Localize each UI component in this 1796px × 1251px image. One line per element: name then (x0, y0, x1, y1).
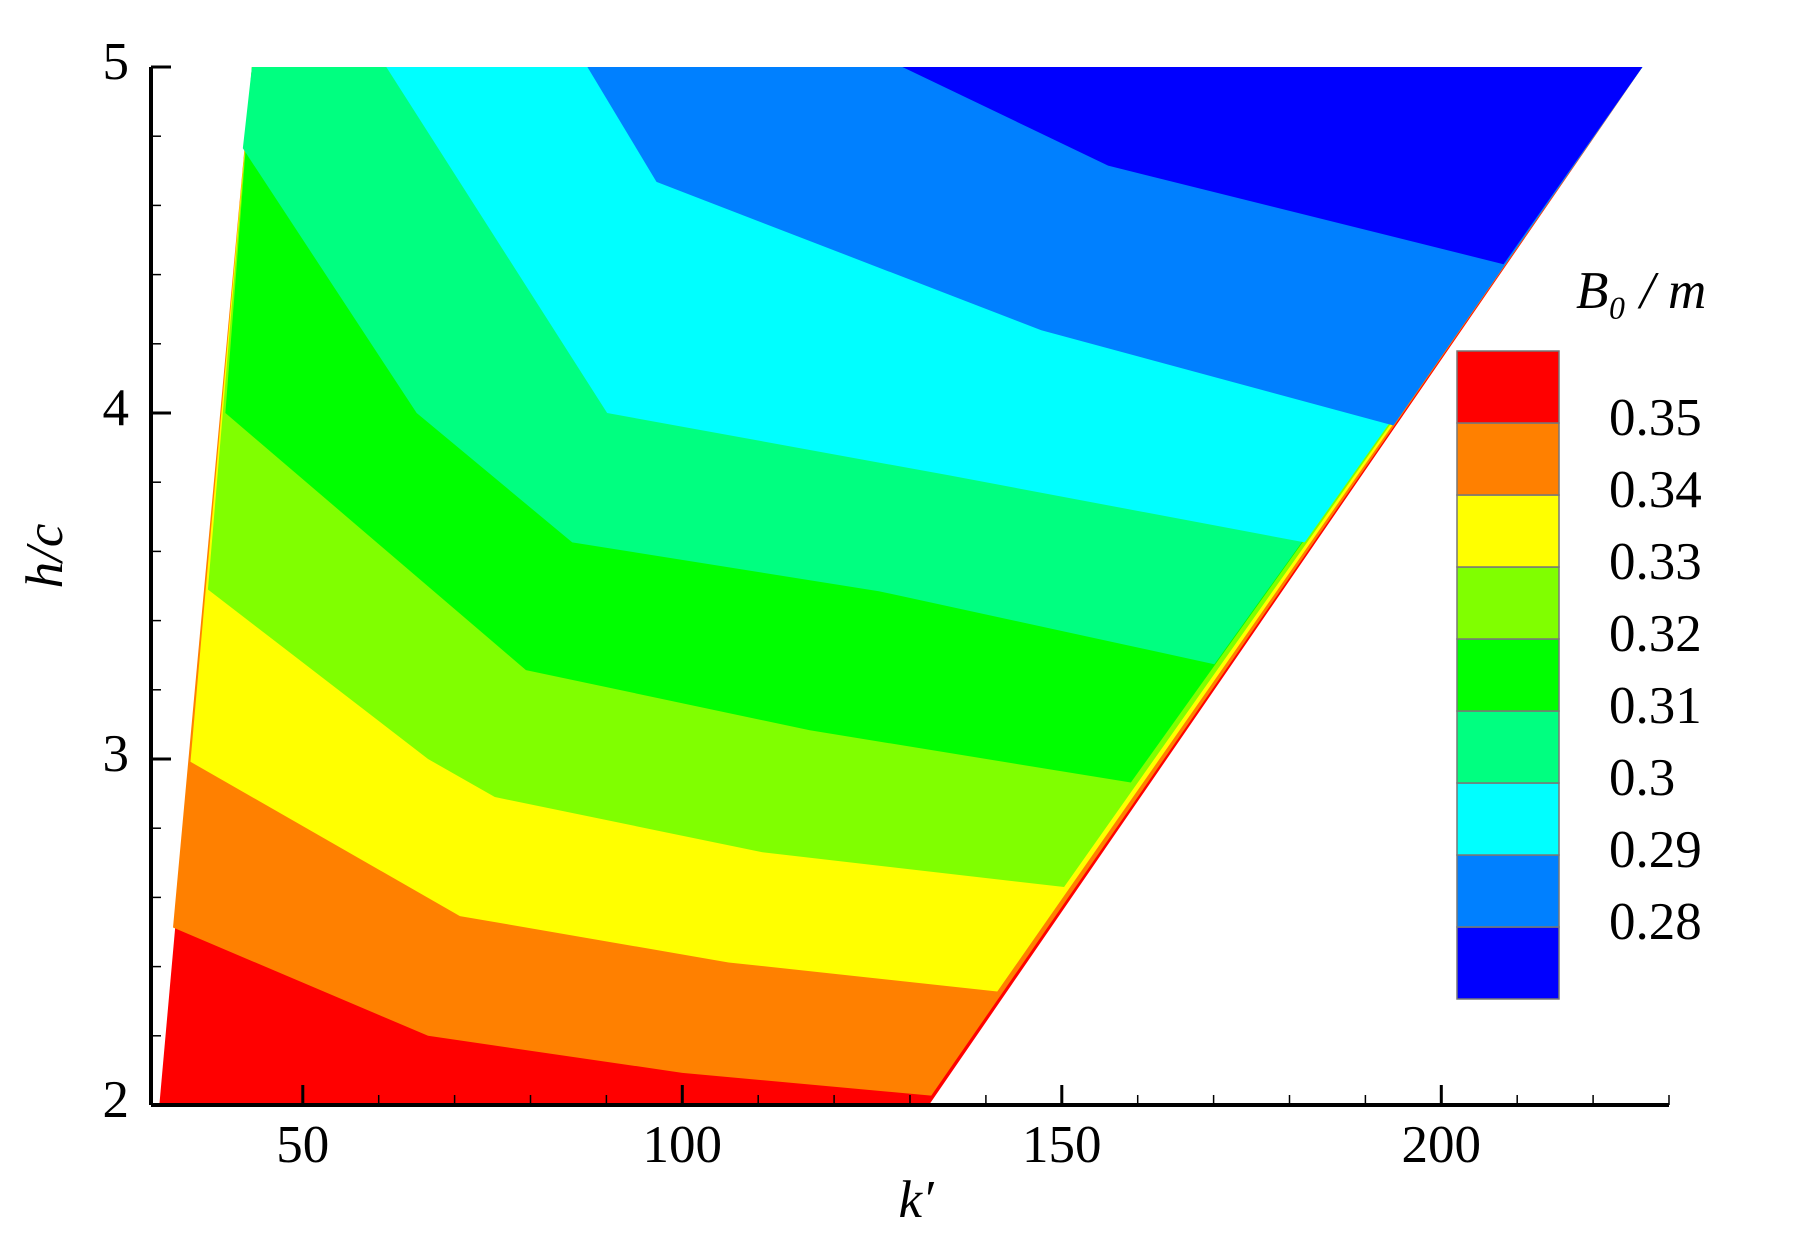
legend-label: 0.35 (1609, 389, 1702, 447)
x-tick-label: 50 (276, 1116, 329, 1174)
legend-swatch (1456, 710, 1560, 784)
legend-swatch (1456, 494, 1560, 568)
y-tick-label: 3 (103, 725, 130, 783)
y-tick-label: 5 (103, 33, 130, 91)
x-tick-label: 150 (1022, 1116, 1102, 1174)
legend-swatch (1456, 782, 1560, 856)
x-tick-label: 200 (1402, 1116, 1482, 1174)
legend-label: 0.33 (1609, 533, 1702, 591)
legend-label: 0.3 (1609, 749, 1675, 807)
x-axis-label: k′ (898, 1171, 935, 1229)
legend-swatch (1456, 566, 1560, 640)
legend-swatch (1456, 638, 1560, 712)
legend-label: 0.29 (1609, 821, 1702, 879)
legend-label: 0.28 (1609, 893, 1702, 951)
legend-label: 0.32 (1609, 605, 1702, 663)
legend-swatch (1456, 926, 1560, 1000)
legend-swatch (1456, 854, 1560, 928)
legend-label: 0.34 (1609, 461, 1702, 519)
legend-swatch (1456, 350, 1560, 424)
legend-label: 0.31 (1609, 677, 1702, 735)
legend-title: B₀ / m (1576, 262, 1706, 320)
contour-band (902, 67, 1643, 265)
y-tick-label: 2 (103, 1071, 130, 1129)
y-axis-label: h/c (16, 524, 74, 589)
legend-swatch (1456, 422, 1560, 496)
x-tick-label: 100 (643, 1116, 723, 1174)
y-tick-label: 4 (103, 379, 130, 437)
